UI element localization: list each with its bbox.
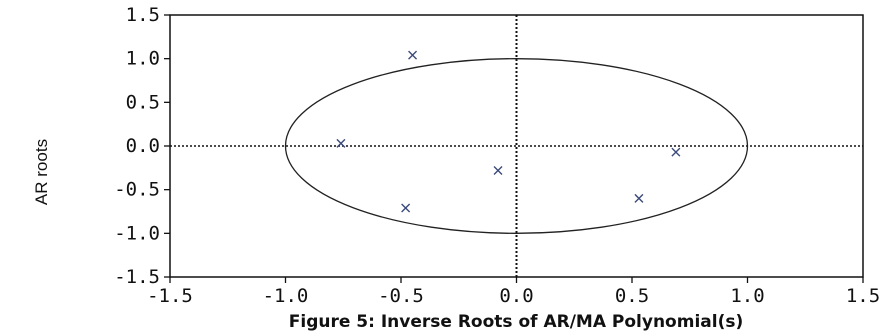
y-tick-label: 0.5	[126, 91, 160, 113]
root-point	[493, 165, 503, 175]
y-axis-ticks: 1.5 1.0 0.5 0.0 -0.5 -1.0 -1.5	[114, 4, 170, 288]
x-tick-label: 1.0	[730, 285, 764, 307]
root-markers	[336, 50, 681, 213]
x-tick-label: 1.5	[846, 285, 880, 307]
root-point	[408, 50, 418, 60]
root-point	[401, 203, 411, 213]
y-tick-label: 1.5	[126, 4, 160, 26]
y-tick-label: 0.0	[126, 135, 160, 157]
root-point	[671, 147, 681, 157]
unit-circle	[284, 58, 749, 234]
x-tick-label: -1.5	[147, 285, 193, 307]
y-tick-label: -1.0	[114, 222, 160, 244]
y-axis-label: AR roots	[32, 139, 51, 205]
y-tick-label: 1.0	[126, 48, 160, 70]
root-point	[634, 193, 644, 203]
x-tick-label: 0.0	[499, 285, 533, 307]
x-tick-label: -0.5	[378, 285, 424, 307]
x-axis-ticks: -1.5 -1.0 -0.5 0.0 0.5 1.0 1.5	[147, 277, 880, 307]
figure-caption: Figure 5: Inverse Roots of AR/MA Polynom…	[289, 312, 743, 332]
y-tick-label: -1.5	[114, 266, 160, 288]
y-tick-label: -0.5	[114, 179, 160, 201]
x-tick-label: -1.0	[263, 285, 309, 307]
root-point	[336, 138, 346, 148]
x-tick-label: 0.5	[615, 285, 649, 307]
